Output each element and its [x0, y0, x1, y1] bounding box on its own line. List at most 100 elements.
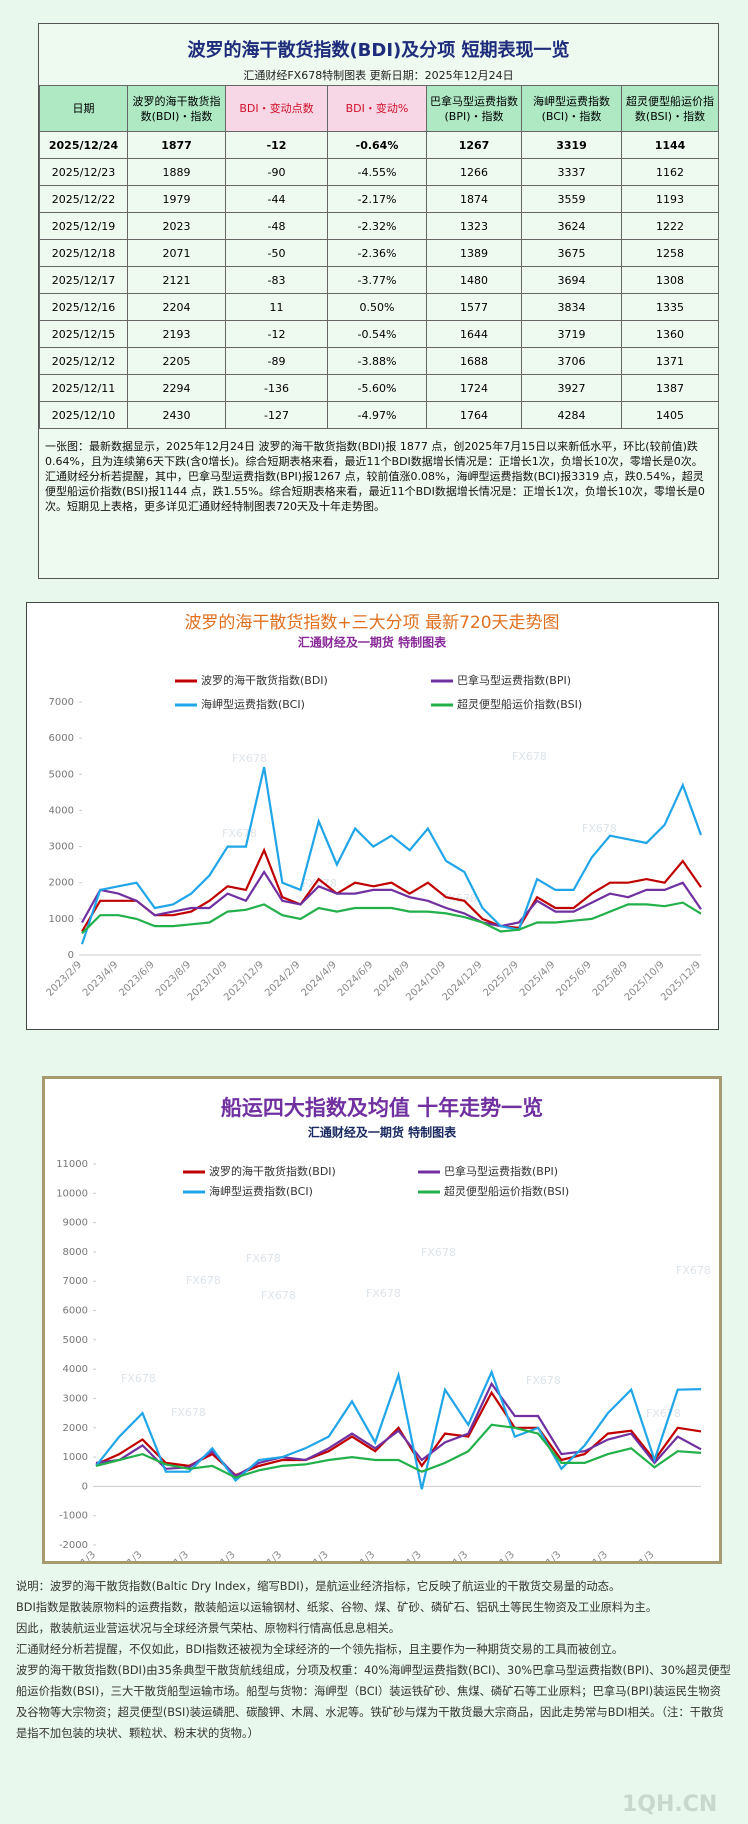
table-cell: -0.54% [327, 320, 427, 348]
table-row: 2025/12/17 2121 -83 -3.77% 1480 3694 1308 [39, 266, 719, 294]
table-cell: 1360 [621, 320, 719, 348]
table-cell: -48 [225, 212, 328, 240]
table-cell: -2.32% [327, 212, 427, 240]
table-cell: -3.88% [327, 347, 427, 375]
table-cell: 1258 [621, 239, 719, 267]
table-cell: 2025/12/10 [39, 401, 128, 429]
header-cell: 巴拿马型运费指数(BPI)・指数 [426, 85, 522, 132]
watermark: FX678 [232, 752, 267, 765]
table-row: 2025/12/24 1877 -12 -0.64% 1267 3319 1144 [39, 131, 719, 159]
table-title: 波罗的海干散货指数(BDI)及分项 短期表现一览 [187, 40, 570, 61]
table-cell: 3337 [521, 158, 622, 186]
x-tick-label: 2025/12/9 [659, 959, 703, 1003]
watermark: FX678 [261, 1289, 296, 1302]
y-tick-label: 5000 [49, 769, 74, 780]
series-line [81, 869, 702, 928]
y-tick-label: 3000 [49, 842, 74, 853]
table-row: 2025/12/10 2430 -127 -4.97% 1764 4284 1405 [39, 401, 719, 429]
table-cell: 3834 [521, 293, 622, 321]
table-cell: 1889 [127, 158, 226, 186]
x-tick-label: 2019/1/3 [338, 1549, 378, 1561]
table-cell: 3559 [521, 185, 622, 213]
x-tick-label: 2023/4/9 [81, 959, 121, 999]
watermark: FX678 [512, 750, 547, 763]
chart: FX678FX678FX678FX678FX678FX678FX678波罗的海干… [45, 613, 748, 1003]
y-tick-label: 9000 [63, 1218, 88, 1229]
table-cell: -5.60% [327, 374, 427, 402]
x-tick-label: 2023/6/9 [117, 959, 157, 999]
table-cell: 1335 [621, 293, 719, 321]
table-cell: 3319 [521, 131, 622, 159]
table-cell: 1577 [426, 293, 522, 321]
note-line: 汇通财经分析若提醒，不仅如此，BDI指数还被视为全球经济的一个领先指标，且主要作… [16, 1643, 624, 1656]
watermark: FX678 [676, 1264, 711, 1277]
y-tick-label: 4000 [49, 805, 74, 816]
x-tick-label: 2024/1/3 [571, 1549, 611, 1561]
table-cell: 2025/12/16 [39, 293, 128, 321]
table-cell: 1874 [426, 185, 522, 213]
table-cell: 1266 [426, 158, 522, 186]
y-tick-label: 0 [82, 1481, 88, 1492]
chart-title: 船运四大指数及均值 十年走势一览 [221, 1096, 543, 1120]
y-tick-label: 11000 [56, 1159, 88, 1170]
x-tick-label: 2024/2/9 [263, 959, 303, 999]
y-tick-label: 6000 [49, 733, 74, 744]
table-row: 2025/12/12 2205 -89 -3.88% 1688 3706 1371 [39, 347, 719, 375]
watermark: FX678 [421, 1246, 456, 1259]
y-tick-label: 4000 [63, 1364, 88, 1375]
note-line: 因此，散装航运业营运状况与全球经济景气荣枯、原物料行情高低息息相关。 [16, 1622, 401, 1635]
watermark: FX678 [186, 1274, 221, 1287]
header-cell: BDI・变动% [327, 85, 427, 132]
table-row: 2025/12/22 1979 -44 -2.17% 1874 3559 1193 [39, 185, 719, 213]
legend-label: 巴拿马型运费指数(BPI) [444, 1164, 558, 1178]
table-cell: 0.50% [327, 293, 427, 321]
table-cell: -3.77% [327, 266, 427, 294]
table-cell: 1144 [621, 131, 719, 159]
table-row: 2025/12/23 1889 -90 -4.55% 1266 3337 1162 [39, 158, 719, 186]
y-tick-label: 3000 [63, 1393, 88, 1404]
table-cell: -2.36% [327, 239, 427, 267]
table-cell: -12 [225, 131, 328, 159]
table-cell: 2025/12/12 [39, 347, 128, 375]
table-cell: 2025/12/18 [39, 239, 128, 267]
table-cell: 1308 [621, 266, 719, 294]
chart: FX678 FX678 FX678 FX678 FX678 FX678 FX678 FX678… [56, 1096, 711, 1589]
y-tick-label: 5000 [63, 1335, 88, 1346]
chart-panel: FX678 FX678 FX678 FX678 FX678 FX678 FX678 FX678… [42, 1076, 722, 1589]
y-tick-label: 2000 [63, 1423, 88, 1434]
watermark: FX678 [442, 892, 477, 905]
x-tick-label: 2024/12/9 [441, 959, 485, 1003]
table-body: 2025/12/24 1877 -12 -0.64% 1267 3319 1144 2025/… [39, 131, 719, 429]
watermark: FX678 [366, 1287, 401, 1300]
x-tick-label: 2025/1/3 [617, 1549, 657, 1561]
y-tick-label: 1000 [63, 1452, 88, 1463]
x-tick-label: 2022/1/3 [477, 1549, 517, 1561]
table-cell: 2430 [127, 401, 226, 429]
table-cell: 11 [225, 293, 328, 321]
chart-title: 波罗的海干散货指数+三大分项 最新720天走势图 [184, 613, 559, 633]
header-row: 日期 波罗的海干散货指数(BDI)・指数 BDI・变动点数 BDI・变动% 巴拿马型运费… [39, 85, 719, 132]
site-watermark: 1QH.CN [622, 1792, 718, 1817]
y-tick-label: 7000 [49, 697, 74, 708]
y-tick-label: 10000 [56, 1188, 88, 1199]
table-cell: 1323 [426, 212, 522, 240]
table-cell: 2025/12/15 [39, 320, 128, 348]
table-row: 2025/12/16 2204 11 0.50% 1577 3834 1335 [39, 293, 719, 321]
x-tick-label: 2024/6/9 [336, 959, 376, 999]
x-tick-label: 2025/2/9 [482, 959, 522, 999]
note-line: 说明：波罗的海干散货指数(Baltic Dry Index，缩写BDI)，是航运… [16, 1580, 621, 1593]
table-cell: 2025/12/17 [39, 266, 128, 294]
table-cell: -83 [225, 266, 328, 294]
header-cell: 波罗的海干散货指数(BDI)・指数 [127, 85, 226, 132]
table-cell: 3719 [521, 320, 622, 348]
notes: 说明：波罗的海干散货指数(Baltic Dry Index，缩写BDI)，是航运… [16, 1576, 732, 1744]
table-cell: 2025/12/24 [39, 131, 128, 159]
table-cell: -44 [225, 185, 328, 213]
table-cell: 1193 [621, 185, 719, 213]
x-tick-label: 2023/12/9 [222, 959, 266, 1003]
header-cell: 海岬型运费指数(BCI)・指数 [521, 85, 622, 132]
table-cell: 1371 [621, 347, 719, 375]
table-cell: 1267 [426, 131, 522, 159]
table-cell: -136 [225, 374, 328, 402]
y-tick-label: 6000 [63, 1306, 88, 1317]
